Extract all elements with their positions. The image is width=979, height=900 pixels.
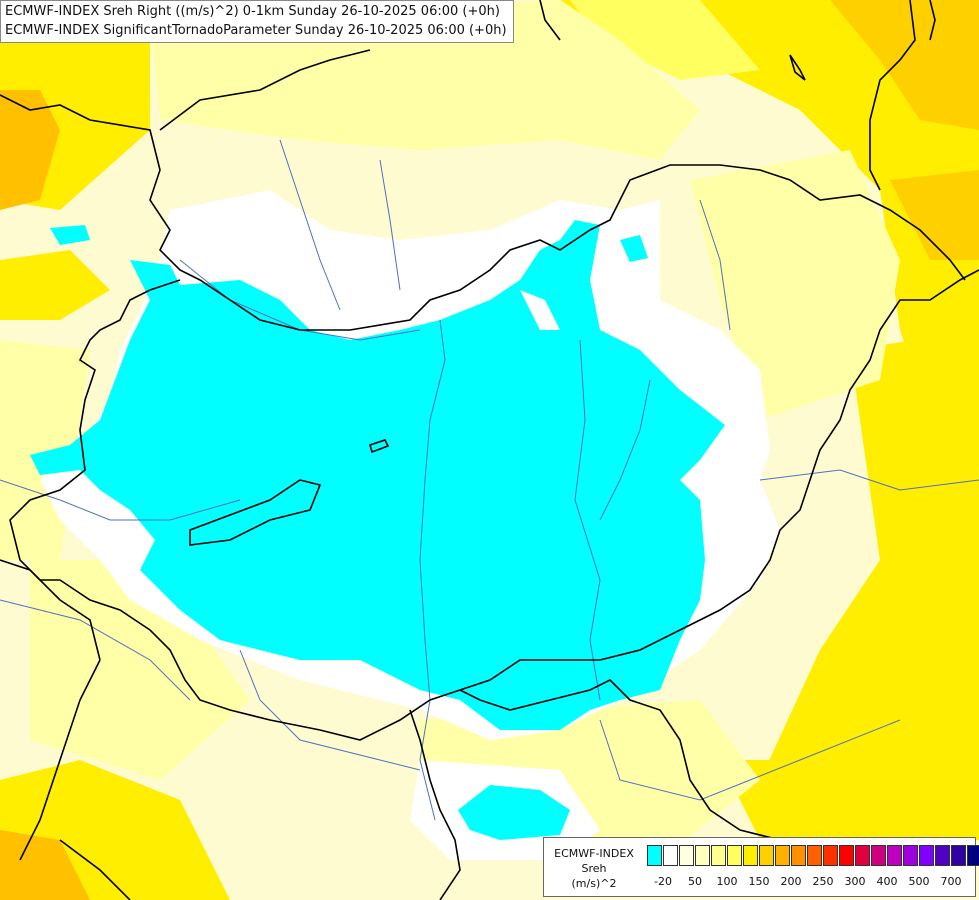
legend-swatch [951,845,966,866]
legend-title-model: ECMWF-INDEX [554,847,634,860]
legend-swatch [823,845,838,866]
legend-swatch [871,845,886,866]
legend-swatch [663,845,678,866]
cyan-patch-south [458,785,570,840]
map-title-stp: ECMWF-INDEX SignificantTornadoParameter … [5,23,507,38]
white-island [520,290,560,330]
legend-swatch [727,845,742,866]
color-legend: ECMWF-INDEX Sreh (m/s)^2 -20 50 100 150 200 2… [543,837,979,897]
legend-swatch [903,845,918,866]
legend-tick-label: 300 [844,875,866,888]
legend-swatch [647,845,662,866]
legend-swatch [695,845,710,866]
legend-swatch [743,845,758,866]
legend-swatch [919,845,934,866]
cyan-patch-nw [50,225,90,245]
legend-swatch [967,845,979,866]
legend-tick-label: -20 [654,875,672,888]
legend-tick-label: 400 [876,875,898,888]
legend-tick-label: 200 [780,875,802,888]
legend-tick-label: 250 [812,875,834,888]
legend-swatch [759,845,774,866]
legend-tick-label: 700 [940,875,962,888]
legend-tick-label: 100 [716,875,738,888]
legend-swatch [887,845,902,866]
legend-title-parameter: Sreh [581,862,607,875]
legend-swatch [855,845,870,866]
legend-ticks: -20 50 100 150 200 250 300 400 500 700 [647,875,975,891]
map-title-box: ECMWF-INDEX Sreh Right ((m/s)^2) 0-1km S… [0,0,514,43]
map-title-sreh: ECMWF-INDEX Sreh Right ((m/s)^2) 0-1km S… [5,4,500,19]
legend-title: ECMWF-INDEX Sreh (m/s)^2 [544,846,644,891]
legend-swatch [791,845,806,866]
legend-tick-label: 500 [908,875,930,888]
legend-swatch [807,845,822,866]
legend-swatch [935,845,950,866]
legend-swatch [839,845,854,866]
legend-title-unit: (m/s)^2 [571,877,617,890]
rivers [0,139,979,821]
legend-swatch [775,845,790,866]
legend-tick-label: 50 [688,875,702,888]
legend-tick-label: 150 [748,875,770,888]
legend-swatch [711,845,726,866]
negative-sreh-area [30,220,725,730]
cyan-patch-ne [620,235,648,262]
legend-swatches [647,845,979,866]
legend-swatch [679,845,694,866]
